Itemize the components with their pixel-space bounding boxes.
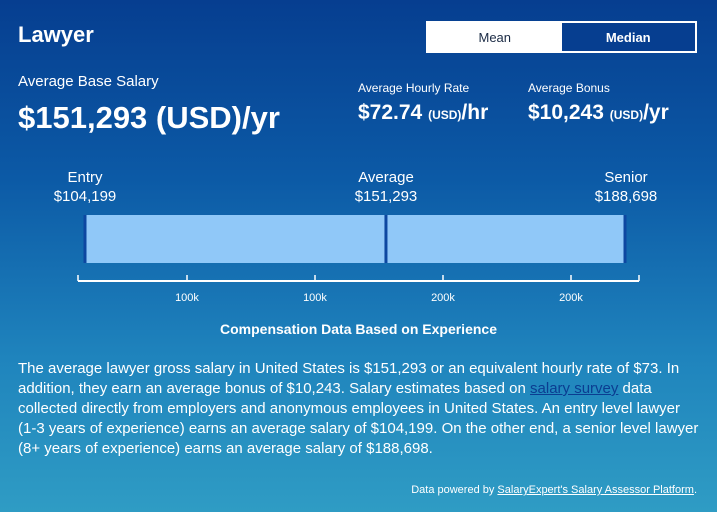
senior-marker (623, 215, 627, 263)
median-toggle-button[interactable]: Median (561, 23, 695, 51)
x-tick-label-3: 200k (559, 292, 583, 304)
base-salary-label: Average Base Salary (18, 73, 159, 90)
average-level-label: Average (358, 169, 414, 186)
bonus-value: $10,243 (USD)/yr (528, 101, 669, 125)
x-tick-label-2: 200k (431, 292, 455, 304)
senior-level: Senior $188,698 (585, 169, 667, 205)
average-level: Average $151,293 (346, 169, 426, 205)
footer-prefix: Data powered by (411, 484, 498, 496)
salary-description: The average lawyer gross salary in Unite… (18, 359, 702, 459)
x-tick-label-1: 100k (303, 292, 327, 304)
salary-assessor-link[interactable]: SalaryExpert's Salary Assessor Platform (497, 484, 694, 496)
bar-segment-entry (85, 215, 386, 263)
bonus-label: Average Bonus (528, 81, 610, 95)
entry-level: Entry $104,199 (44, 169, 126, 205)
senior-level-value: $188,698 (594, 188, 658, 205)
description-text-end: data collected directly from employers a… (18, 380, 699, 457)
data-source-footer: Data powered by SalaryExpert's Salary As… (411, 484, 697, 496)
entry-level-label: Entry (67, 169, 103, 186)
bar-segment-senior (385, 215, 625, 263)
hourly-rate-suffix: /hr (461, 101, 489, 124)
salary-survey-link[interactable]: salary survey (530, 380, 619, 397)
description-text-start: The average lawyer gross salary in Unite… (18, 360, 680, 397)
experience-chart: 100k 100k 200k 200k (83, 215, 627, 304)
senior-level-label: Senior (604, 169, 648, 186)
entry-level-value: $104,199 (53, 188, 117, 205)
footer-suffix: . (693, 484, 697, 496)
mean-median-toggle: Mean Median (426, 21, 697, 53)
average-level-value: $151,293 (354, 188, 418, 205)
bonus-suffix: /yr (643, 101, 669, 124)
job-title: Lawyer (18, 22, 94, 47)
hourly-rate-amount: $72.74 (358, 101, 423, 124)
chart-title: Compensation Data Based on Experience (220, 321, 497, 337)
base-salary-value: $151,293 (USD)/yr (18, 100, 280, 135)
average-marker (384, 215, 388, 263)
bonus-amount: $10,243 (528, 101, 604, 124)
entry-marker (83, 215, 87, 263)
hourly-rate-value: $72.74 (USD)/hr (358, 101, 488, 125)
hourly-rate-unit: (USD) (428, 108, 462, 122)
mean-toggle-button[interactable]: Mean (428, 23, 562, 51)
x-tick-label-0: 100k (175, 292, 199, 304)
bonus-unit: (USD) (609, 108, 644, 122)
hourly-rate-label: Average Hourly Rate (358, 81, 470, 95)
